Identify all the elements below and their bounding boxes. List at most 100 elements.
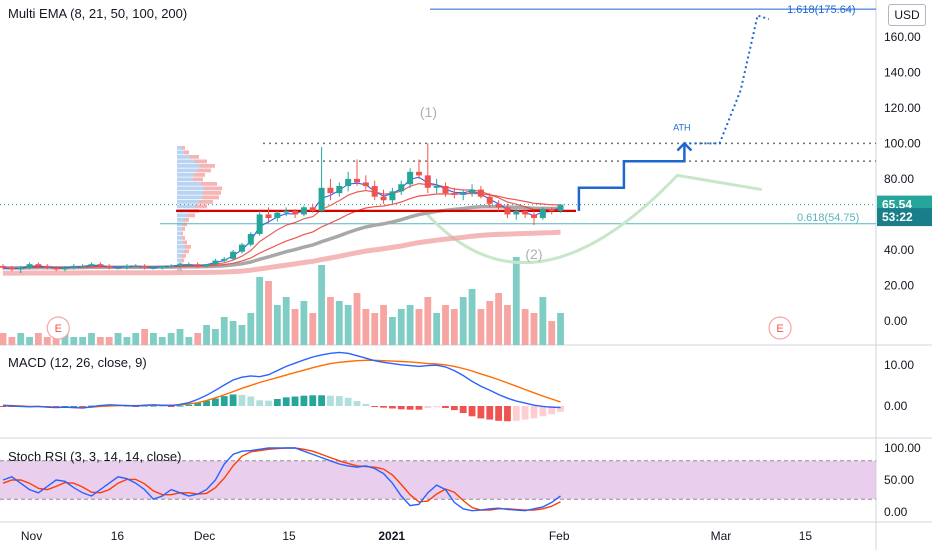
volume-bar bbox=[344, 305, 352, 345]
macd-histogram-bar bbox=[433, 406, 441, 408]
volume-bar bbox=[380, 305, 387, 345]
volume-profile-bar bbox=[197, 168, 211, 173]
volume-profile-bar bbox=[177, 254, 182, 258]
macd-histogram-bar bbox=[176, 405, 184, 407]
candle-body bbox=[522, 210, 529, 215]
time-axis-label: Mar bbox=[711, 529, 732, 543]
volume-profile-bar bbox=[204, 186, 222, 191]
volume-bar bbox=[26, 337, 33, 345]
volume-profile-bar bbox=[183, 240, 187, 245]
volume-profile-bar bbox=[177, 164, 200, 168]
candle-body bbox=[460, 193, 467, 195]
candle-body bbox=[415, 171, 422, 176]
volume-bar bbox=[495, 293, 502, 345]
volume-bar bbox=[353, 293, 361, 345]
candle-body bbox=[433, 186, 440, 188]
macd-histogram-bar bbox=[150, 405, 157, 407]
candle-body bbox=[336, 186, 343, 194]
stoch-axis-label: 0.00 bbox=[884, 505, 908, 519]
volume-bar bbox=[521, 309, 529, 345]
volume-bar bbox=[150, 333, 157, 345]
currency-button[interactable]: USD bbox=[888, 4, 926, 26]
candle-body bbox=[265, 214, 272, 218]
volume-bar bbox=[229, 321, 237, 345]
volume-bar bbox=[0, 333, 7, 345]
volume-profile-bar bbox=[182, 236, 185, 240]
volume-profile-bar bbox=[177, 168, 197, 173]
projection-dotted bbox=[684, 14, 770, 145]
macd-histogram-bar bbox=[265, 400, 272, 406]
candle-body bbox=[256, 214, 263, 234]
candle-body bbox=[309, 207, 316, 211]
macd-histogram-bar bbox=[442, 406, 449, 409]
volume-bar bbox=[442, 305, 449, 345]
macd-histogram-bar bbox=[389, 406, 396, 409]
candle-body bbox=[292, 210, 299, 215]
ema-50-line bbox=[2, 192, 561, 269]
macd-histogram-bar bbox=[459, 406, 467, 414]
macd-histogram-bar bbox=[530, 406, 538, 419]
volume-profile-bar bbox=[177, 222, 183, 227]
candle-body bbox=[300, 207, 307, 215]
volume-profile-bar bbox=[177, 240, 183, 245]
volume-bar bbox=[123, 337, 131, 345]
volume-bar bbox=[397, 309, 405, 345]
candle-body bbox=[539, 209, 546, 218]
candle-body bbox=[477, 189, 484, 197]
candle-body bbox=[97, 264, 104, 266]
candle-body bbox=[132, 265, 139, 267]
volume-bar bbox=[477, 309, 485, 345]
macd-histogram-bar bbox=[504, 406, 511, 422]
volume-bar bbox=[158, 337, 166, 345]
price-axis-label: 100.00 bbox=[884, 136, 921, 150]
candle-body bbox=[327, 187, 334, 194]
price-axis-label: 40.00 bbox=[884, 243, 914, 257]
candle-body bbox=[345, 178, 352, 187]
main-pane-legend[interactable]: Multi EMA (8, 21, 50, 100, 200) bbox=[8, 6, 188, 21]
time-axis-label: Feb bbox=[549, 529, 570, 543]
volume-bar bbox=[238, 325, 246, 345]
earnings-marker bbox=[768, 316, 792, 340]
price-axis-label: 20.00 bbox=[884, 278, 914, 292]
candle-body bbox=[150, 267, 157, 269]
volume-bar bbox=[327, 297, 334, 345]
candle-body bbox=[17, 267, 24, 270]
macd-histogram-bar bbox=[557, 406, 564, 412]
candle-body bbox=[0, 265, 6, 268]
macd-histogram-bar bbox=[123, 406, 131, 407]
volume-profile-bar bbox=[190, 155, 199, 159]
volume-bar bbox=[194, 333, 202, 345]
volume-profile-bar bbox=[177, 186, 204, 191]
candle-body bbox=[548, 209, 555, 211]
volume-profile-bar bbox=[203, 191, 221, 195]
candle-body bbox=[389, 191, 396, 201]
candle-body bbox=[26, 264, 33, 268]
volume-profile-bar bbox=[182, 227, 185, 231]
volume-bar bbox=[105, 337, 113, 345]
candle-body bbox=[141, 265, 148, 268]
candle-body bbox=[168, 265, 175, 267]
volume-bar bbox=[539, 297, 547, 345]
volume-profile-bar bbox=[184, 218, 189, 222]
wave-label: (2) bbox=[525, 246, 542, 262]
volume-bar bbox=[247, 313, 255, 345]
candle-body bbox=[159, 265, 166, 268]
volume-profile-bar bbox=[193, 177, 203, 182]
volume-profile-bar bbox=[177, 218, 184, 222]
volume-profile-bar bbox=[200, 164, 215, 168]
macd-histogram-bar bbox=[220, 396, 228, 406]
stoch-pane-legend[interactable]: Stoch RSI (3, 3, 14, 14, close) bbox=[8, 449, 182, 464]
macd-pane-legend[interactable]: MACD (12, 26, close, 9) bbox=[8, 355, 147, 370]
candle-body bbox=[354, 178, 360, 183]
macd-histogram-bar bbox=[397, 406, 405, 410]
candle-body bbox=[88, 264, 95, 266]
volume-bar bbox=[167, 333, 175, 345]
candle-body bbox=[230, 251, 237, 259]
candle-body bbox=[398, 184, 405, 192]
volume-bar bbox=[362, 309, 370, 345]
candle-body bbox=[177, 264, 183, 266]
volume-bar bbox=[70, 337, 78, 345]
volume-bar bbox=[185, 337, 193, 345]
volume-profile-bar bbox=[195, 204, 207, 209]
